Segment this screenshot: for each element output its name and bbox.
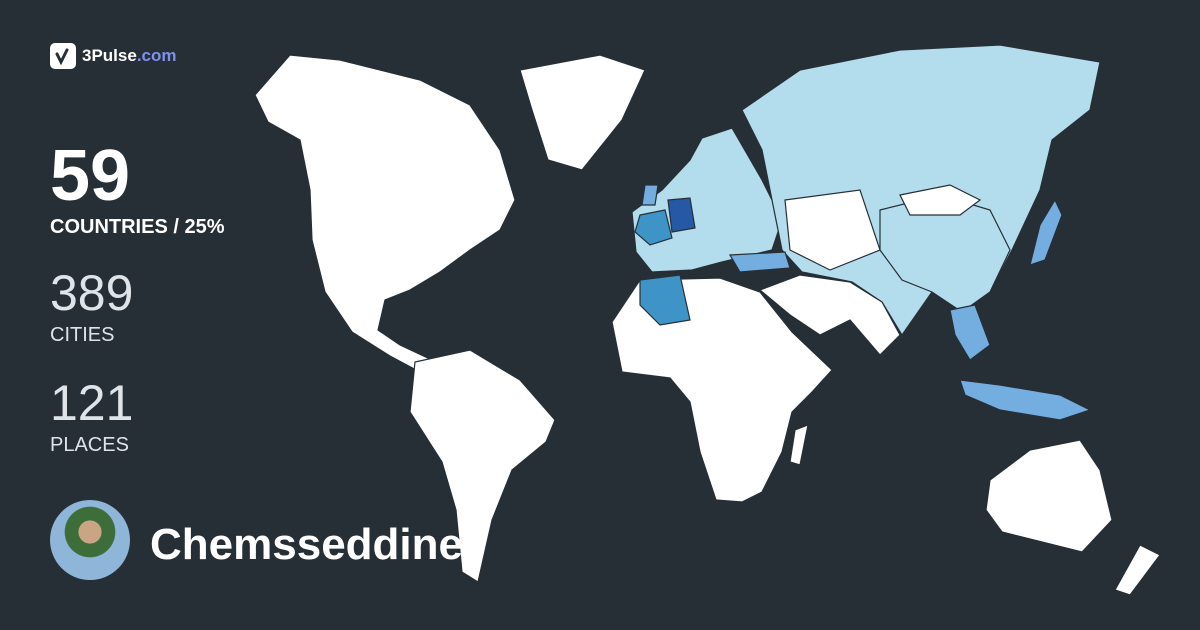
countries-stat: 59 COUNTRIES / 25% [50, 140, 224, 239]
avatar [50, 500, 130, 580]
cities-label: CITIES [50, 324, 115, 346]
greenland [519, 54, 646, 171]
uk [641, 184, 659, 206]
madagascar [789, 424, 809, 466]
new-zealand [1114, 544, 1161, 596]
places-label: PLACES [50, 434, 129, 456]
japan [1029, 198, 1063, 266]
cities-value: 389 [50, 265, 134, 321]
mongolia [899, 184, 982, 216]
places-stat: 121 PLACES [50, 378, 133, 457]
central-asia [784, 189, 881, 271]
cities-stat: 389 CITIES [50, 268, 133, 347]
indonesia [959, 379, 1092, 421]
algeria [639, 274, 691, 326]
southeast-asia [949, 304, 991, 361]
turkey [728, 251, 791, 273]
france [634, 209, 673, 246]
south-america [409, 349, 556, 583]
countries-value: 59 [50, 136, 131, 216]
africa [611, 277, 833, 503]
germany [667, 197, 696, 233]
places-value: 121 [50, 375, 134, 431]
australia [985, 439, 1113, 553]
user-name: Chemsseddine [150, 520, 463, 569]
middle-east [758, 274, 901, 356]
pulse-check-icon [50, 43, 76, 69]
north-america [254, 54, 516, 373]
countries-label: COUNTRIES / 25% [50, 216, 225, 238]
brand-name: 3Pulse.com [82, 46, 177, 65]
brand-logo[interactable]: 3Pulse.com [50, 43, 177, 69]
